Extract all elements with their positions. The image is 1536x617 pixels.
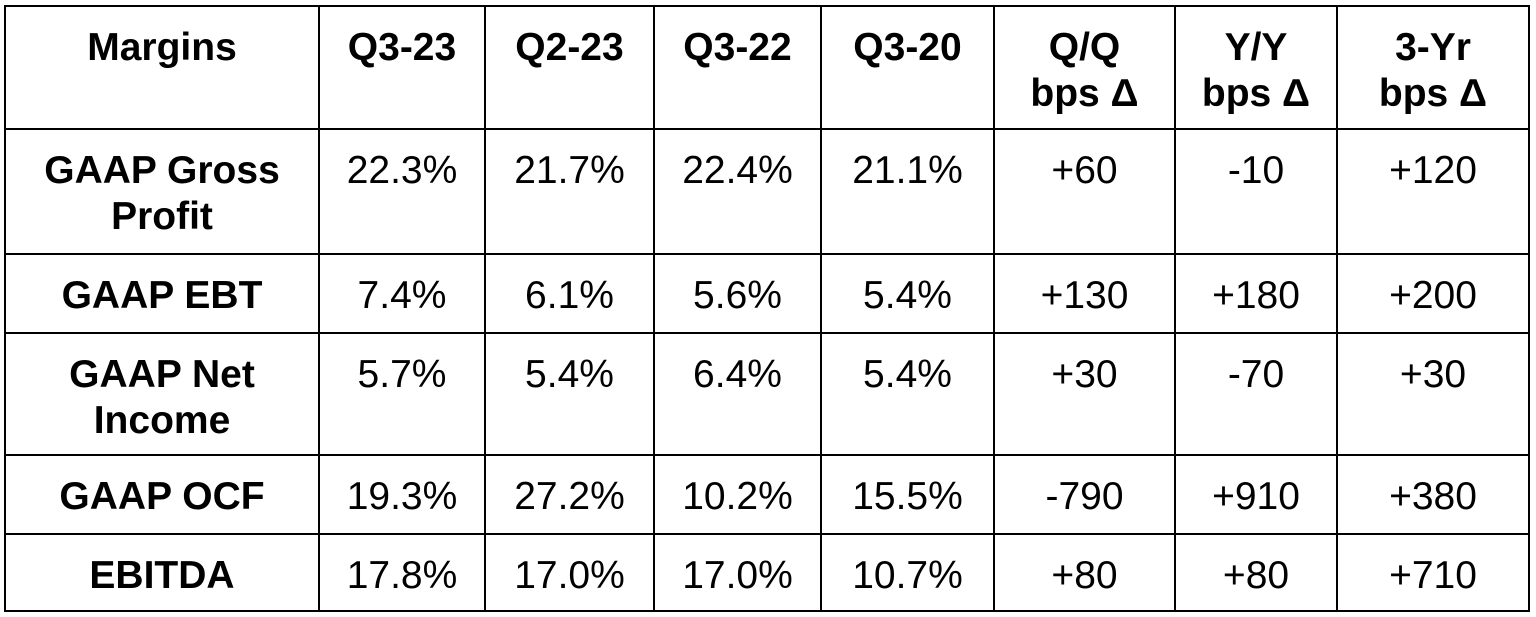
table-cell: +180: [1174, 253, 1338, 334]
table-cell: 5.4%: [820, 253, 995, 334]
table-cell: 17.8%: [318, 533, 486, 612]
table-cell: 21.7%: [484, 128, 655, 255]
header-line: bps Δ: [1030, 72, 1139, 115]
table-row: GAAP Net Income 5.7% 5.4% 6.4% 5.4% +30 -…: [4, 332, 1530, 456]
table-cell: +80: [1174, 533, 1338, 612]
header-line: Q2-23: [515, 26, 624, 69]
header-3yr-bps: 3-Yr bps Δ: [1336, 5, 1530, 130]
table-cell: 19.3%: [318, 454, 486, 535]
table-cell: +910: [1174, 454, 1338, 535]
header-line: Margins: [87, 26, 237, 69]
table-cell: -10: [1174, 128, 1338, 255]
header-line: Q3-23: [347, 26, 457, 69]
header-q3-22: Q3-22: [653, 5, 822, 130]
table-cell: +710: [1336, 533, 1530, 612]
table-cell: 5.4%: [820, 332, 995, 456]
table-cell: 27.2%: [484, 454, 655, 535]
row-label-line: GAAP OCF: [59, 475, 265, 518]
table-cell: 21.1%: [820, 128, 995, 255]
row-label-line: Income: [93, 399, 231, 442]
row-label-line: GAAP Gross: [44, 149, 280, 192]
table-cell: +60: [993, 128, 1176, 255]
table-row: EBITDA 17.8% 17.0% 17.0% 10.7% +80 +80 +…: [4, 533, 1530, 612]
table-cell: +130: [993, 253, 1176, 334]
header-margins: Margins: [4, 5, 320, 130]
table-cell: 7.4%: [318, 253, 486, 334]
row-label: GAAP Net Income: [4, 332, 320, 456]
header-line: Y/Y: [1224, 26, 1288, 69]
row-label: GAAP EBT: [4, 253, 320, 334]
row-label: GAAP Gross Profit: [4, 128, 320, 255]
table-cell: 17.0%: [484, 533, 655, 612]
row-label-line: EBITDA: [89, 554, 235, 597]
table-row: GAAP Gross Profit 22.3% 21.7% 22.4% 21.1%…: [4, 128, 1530, 255]
header-line: 3-Yr: [1395, 26, 1471, 69]
table-cell: 17.0%: [653, 533, 822, 612]
table-row: GAAP EBT 7.4% 6.1% 5.6% 5.4% +130 +180 +…: [4, 253, 1530, 334]
table-cell: 5.7%: [318, 332, 486, 456]
table-cell: +200: [1336, 253, 1530, 334]
header-q3-20: Q3-20: [820, 5, 995, 130]
header-line: bps Δ: [1378, 72, 1488, 115]
table-cell: +80: [993, 533, 1176, 612]
header-qq-bps: Q/Q bps Δ: [993, 5, 1176, 130]
row-label-line: Profit: [111, 195, 213, 238]
table-cell: +120: [1336, 128, 1530, 255]
header-line: Q/Q: [1048, 26, 1121, 69]
table-cell: +30: [993, 332, 1176, 456]
header-line: Q3-22: [683, 26, 792, 69]
table-cell: -70: [1174, 332, 1338, 456]
header-yy-bps: Y/Y bps Δ: [1174, 5, 1338, 130]
table-cell: -790: [993, 454, 1176, 535]
header-row: Margins Q3-23 Q2-23 Q3-22 Q3-20 Q/Q bps Δ…: [4, 5, 1530, 130]
table-cell: 5.6%: [653, 253, 822, 334]
row-label-line: GAAP EBT: [61, 274, 263, 317]
table-cell: +380: [1336, 454, 1530, 535]
row-label: GAAP OCF: [4, 454, 320, 535]
table-cell: 22.4%: [653, 128, 822, 255]
table-cell: 6.4%: [653, 332, 822, 456]
header-q3-23: Q3-23: [318, 5, 486, 130]
table-cell: 15.5%: [820, 454, 995, 535]
table-cell: 10.7%: [820, 533, 995, 612]
header-line: Q3-20: [853, 26, 962, 69]
table-cell: 6.1%: [484, 253, 655, 334]
row-label-line: GAAP Net: [69, 353, 255, 396]
table-cell: 10.2%: [653, 454, 822, 535]
table-cell: 22.3%: [318, 128, 486, 255]
header-line: bps Δ: [1201, 72, 1311, 115]
table-cell: +30: [1336, 332, 1530, 456]
margins-table: Margins Q3-23 Q2-23 Q3-22 Q3-20 Q/Q bps Δ…: [4, 5, 1530, 612]
row-label: EBITDA: [4, 533, 320, 612]
header-q2-23: Q2-23: [484, 5, 655, 130]
table-cell: 5.4%: [484, 332, 655, 456]
table-row: GAAP OCF 19.3% 27.2% 10.2% 15.5% -790 +9…: [4, 454, 1530, 535]
